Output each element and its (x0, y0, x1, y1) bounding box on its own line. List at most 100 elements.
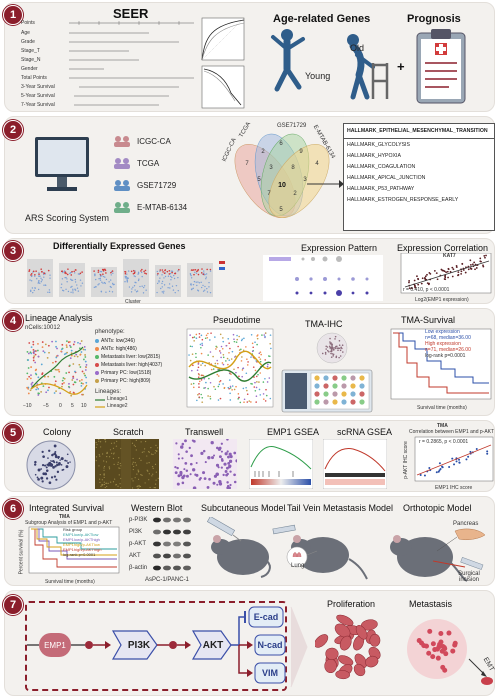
pseudotime-dot (198, 383, 200, 385)
lineage-dot (31, 381, 34, 384)
transwell-dot (174, 466, 177, 469)
pseudotime-dot (264, 332, 267, 334)
scratch-texture-dot (138, 457, 140, 459)
deg-dot (60, 286, 62, 289)
pseudotime-dot (269, 334, 272, 336)
pseudotime-dot (209, 339, 211, 341)
deg-dot (74, 278, 77, 281)
deg-dot (99, 279, 102, 281)
lineage-dot (73, 381, 76, 384)
tma-core-dot (341, 344, 344, 347)
pseudotime-dot (238, 335, 240, 338)
scratch-texture-dot (109, 449, 112, 451)
transwell-dot (192, 486, 197, 489)
deg-dot (161, 291, 163, 293)
pseudotime-dot (269, 342, 271, 345)
pseudotime-dot (200, 346, 202, 349)
deg-dot (48, 291, 51, 294)
pseudotime-dot (198, 336, 201, 338)
pseudotime-dot (237, 366, 239, 369)
tma-core-dot (325, 345, 327, 348)
deg-dot (124, 281, 126, 283)
deg-dot (102, 270, 105, 272)
venn-arrow (307, 180, 344, 188)
pseudotime-dot (246, 401, 249, 403)
wb-band (163, 541, 171, 547)
lineage-dot (68, 364, 71, 367)
venn-center-value: 10 (278, 182, 286, 189)
pseudotime-dot (209, 397, 212, 400)
lineage-dot (66, 340, 68, 343)
corr-xlabel: Log2(EMP1 expression) (415, 297, 469, 303)
deg-dot (134, 281, 136, 284)
deg-dot (202, 273, 205, 276)
tma-survival-title: TMA-Survival (401, 315, 456, 325)
deg-dot (34, 275, 36, 277)
pseudotime-dot (268, 377, 271, 379)
phenotype-swatch (95, 371, 99, 375)
scratch-texture-dot (95, 456, 98, 458)
lineage-dot (43, 375, 46, 378)
deg-dot (124, 277, 127, 279)
corr-dot (485, 254, 487, 257)
km-legend-item: EMP1low/p-AKThigh (63, 537, 100, 542)
tma-core-dot (332, 349, 335, 351)
pseudotime-title: Pseudotime (213, 315, 261, 325)
subcutaneous-title: Subcutaneous Model (201, 503, 286, 513)
pseudotime-dot (195, 352, 197, 355)
panel-number-5: 5 (3, 423, 23, 443)
deg-dot (138, 278, 140, 280)
deg-dot (161, 269, 164, 271)
pseudotime-dot (258, 352, 261, 355)
lineage-dot (26, 386, 29, 389)
meta-cell (442, 646, 448, 652)
meta-cell (421, 643, 427, 649)
deg-dots (28, 268, 212, 294)
lineage-dot (42, 350, 45, 353)
transwell-dot (189, 473, 192, 476)
deg-dot (192, 283, 195, 286)
deg-dot (73, 270, 75, 273)
phenotype-swatch (95, 363, 99, 367)
transwell-dot (177, 474, 181, 478)
lineage-dot (35, 373, 38, 376)
deg-dot (61, 278, 64, 280)
transwell-dot (213, 454, 216, 457)
corr-dot (479, 257, 482, 260)
colony-dot (65, 465, 69, 469)
km-legend-item: EMP1low/p-AKTlow (63, 532, 99, 537)
deg-dot (134, 289, 136, 291)
lineage-dot (84, 369, 87, 371)
lineage-dot (48, 351, 50, 354)
slide-core (323, 399, 329, 405)
pseudotime-dot (239, 401, 242, 404)
pseudotime-dot (188, 354, 190, 356)
panel-number-3: 3 (3, 241, 23, 261)
deg-dot (137, 271, 140, 274)
scratch-texture-dot (136, 473, 138, 475)
deg-dot (163, 290, 165, 292)
deg-dot (105, 272, 107, 274)
deg-dot (171, 276, 173, 279)
lineage-dot (28, 375, 31, 378)
deg-dot (98, 283, 100, 285)
scratch-texture-dot (132, 468, 134, 471)
deg-dot (48, 289, 51, 291)
prolif-cell (339, 635, 352, 651)
pseudotime-dot (255, 395, 258, 397)
scratch-texture-dot (113, 463, 115, 465)
pseudotime-dot (198, 393, 200, 395)
pseudotime-dot (235, 371, 237, 374)
deg-dot (204, 285, 206, 288)
colony-dot (50, 460, 52, 462)
vim-node: VIM (261, 668, 278, 678)
lineage-dot (71, 379, 74, 381)
corr-dot (452, 268, 455, 271)
nomo-row-label: Total Points (21, 75, 47, 81)
scratch-texture-dot (115, 445, 118, 447)
colony-title: Colony (43, 427, 72, 437)
deg-dot (41, 279, 43, 281)
deg-dot (99, 274, 102, 276)
corr-dot (460, 273, 463, 275)
pseudotime-dot (207, 387, 209, 390)
